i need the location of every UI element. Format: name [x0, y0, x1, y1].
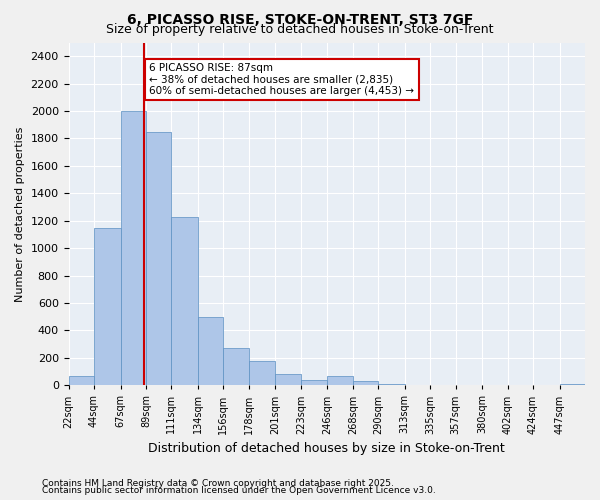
- X-axis label: Distribution of detached houses by size in Stoke-on-Trent: Distribution of detached houses by size …: [148, 442, 505, 455]
- Bar: [198, 316, 223, 386]
- Bar: [146, 132, 172, 386]
- Bar: [378, 384, 405, 386]
- Bar: [353, 381, 378, 386]
- Bar: [121, 111, 146, 386]
- Text: Size of property relative to detached houses in Stoke-on-Trent: Size of property relative to detached ho…: [106, 22, 494, 36]
- Bar: [68, 376, 94, 386]
- Y-axis label: Number of detached properties: Number of detached properties: [15, 126, 25, 302]
- Bar: [275, 374, 301, 386]
- Bar: [560, 384, 585, 386]
- Text: Contains HM Land Registry data © Crown copyright and database right 2025.: Contains HM Land Registry data © Crown c…: [42, 478, 394, 488]
- Text: Contains public sector information licensed under the Open Government Licence v3: Contains public sector information licen…: [42, 486, 436, 495]
- Bar: [249, 362, 275, 386]
- Text: 6, PICASSO RISE, STOKE-ON-TRENT, ST3 7GF: 6, PICASSO RISE, STOKE-ON-TRENT, ST3 7GF: [127, 12, 473, 26]
- Text: 6 PICASSO RISE: 87sqm
← 38% of detached houses are smaller (2,835)
60% of semi-d: 6 PICASSO RISE: 87sqm ← 38% of detached …: [149, 63, 415, 96]
- Bar: [328, 376, 353, 386]
- Bar: [301, 380, 328, 386]
- Bar: [223, 348, 249, 386]
- Bar: [94, 228, 121, 386]
- Bar: [172, 216, 198, 386]
- Bar: [405, 384, 430, 386]
